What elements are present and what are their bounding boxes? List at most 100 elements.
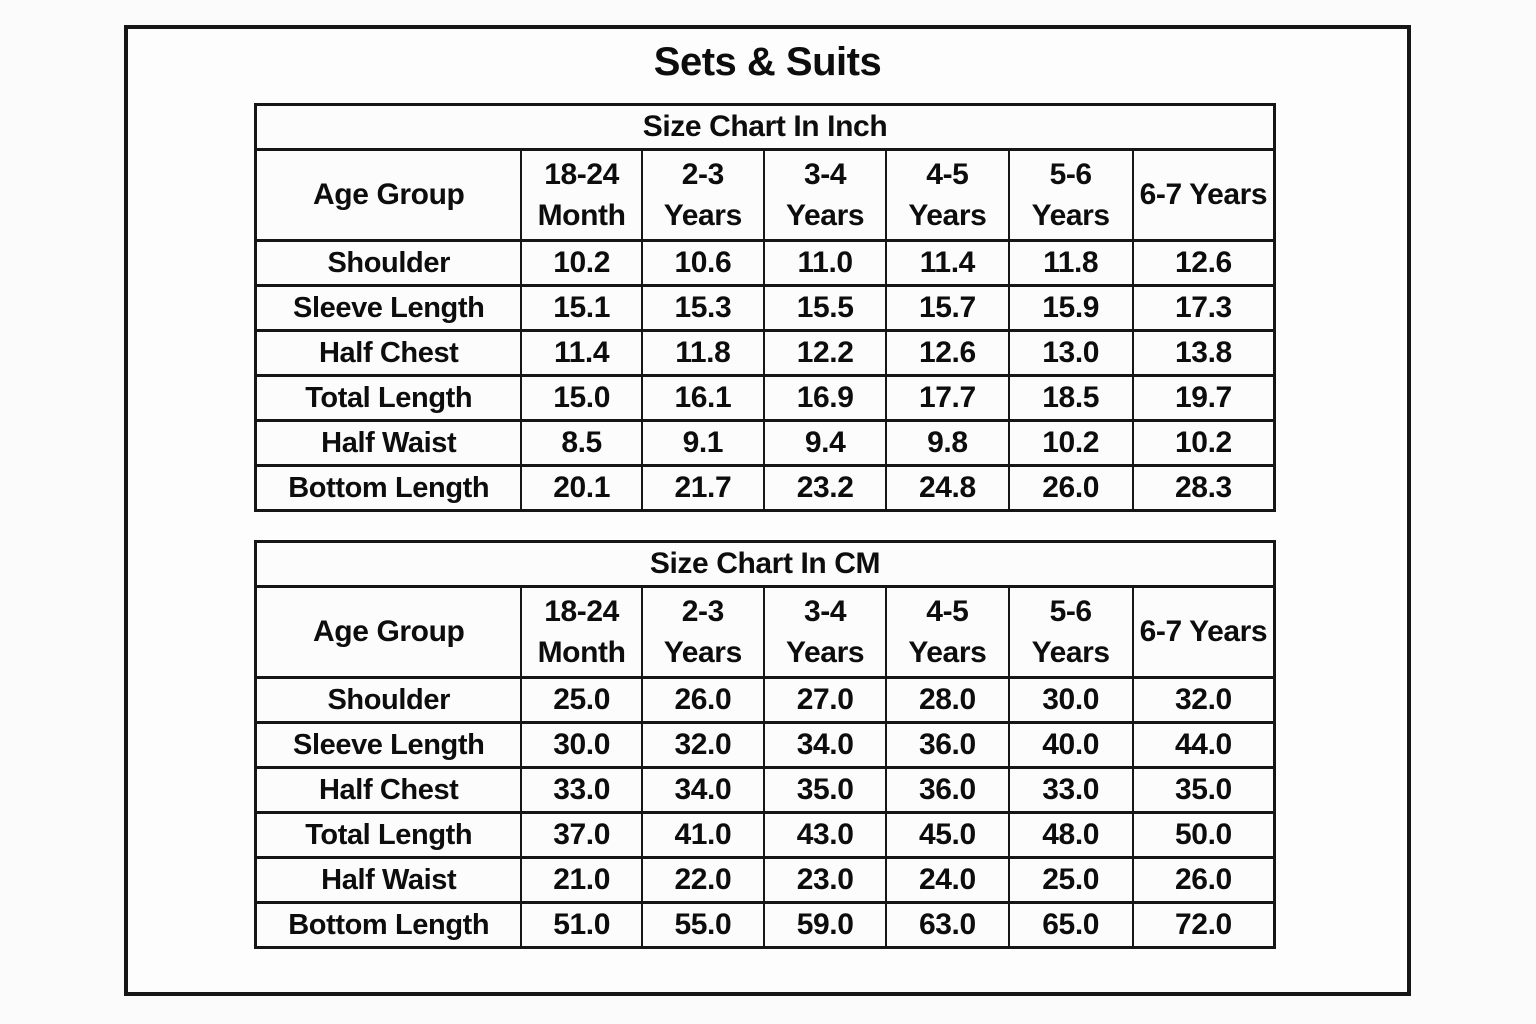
column-header: 5-6 Years — [1007, 148, 1134, 242]
table-row: Bottom Length 51.0 55.0 59.0 63.0 65.0 72.0 — [254, 901, 1276, 949]
size-value-cell: 23.2 — [762, 464, 888, 512]
size-value-cell: 28.0 — [885, 676, 1010, 724]
size-value-cell: 40.0 — [1007, 721, 1134, 769]
size-value-cell: 20.1 — [520, 464, 643, 512]
column-header: 2-3 Years — [640, 148, 765, 242]
size-value-cell: 15.0 — [520, 374, 643, 422]
column-header: 18-24 Month — [520, 148, 643, 242]
size-value-cell: 15.3 — [640, 284, 765, 332]
size-value-cell: 30.0 — [520, 721, 643, 769]
size-value-cell: 11.4 — [885, 239, 1010, 287]
size-value-cell: 48.0 — [1007, 811, 1134, 859]
table-title-row: Size Chart In Inch — [254, 103, 1276, 151]
column-header: 4-5 Years — [885, 148, 1010, 242]
size-value-cell: 50.0 — [1131, 811, 1276, 859]
table-row: Half Waist 21.0 22.0 23.0 24.0 25.0 26.0 — [254, 856, 1276, 904]
size-value-cell: 45.0 — [885, 811, 1010, 859]
table-row: Total Length 37.0 41.0 43.0 45.0 48.0 50.0 — [254, 811, 1276, 859]
size-chart-inch-table: Size Chart In Inch Age Group 18-24 Month 2-… — [254, 103, 1276, 512]
size-value-cell: 35.0 — [1131, 766, 1276, 814]
size-value-cell: 36.0 — [885, 766, 1010, 814]
row-label: Sleeve Length — [254, 721, 523, 769]
size-value-cell: 13.0 — [1007, 329, 1134, 377]
page-frame: Sets & Suits Size Chart In Inch Age Group… — [124, 25, 1411, 996]
size-value-cell: 9.4 — [762, 419, 888, 467]
table-row: Sleeve Length 30.0 32.0 34.0 36.0 40.0 44.0 — [254, 721, 1276, 769]
table-title: Size Chart In Inch — [254, 103, 1276, 151]
table-row: Sleeve Length 15.1 15.3 15.5 15.7 15.9 17.3 — [254, 284, 1276, 332]
size-value-cell: 12.2 — [762, 329, 888, 377]
size-value-cell: 24.0 — [885, 856, 1010, 904]
size-value-cell: 9.1 — [640, 419, 765, 467]
size-value-cell: 9.8 — [885, 419, 1010, 467]
size-value-cell: 11.0 — [762, 239, 888, 287]
size-value-cell: 28.3 — [1131, 464, 1276, 512]
table-row: Shoulder 10.2 10.6 11.0 11.4 11.8 12.6 — [254, 239, 1276, 287]
size-value-cell: 26.0 — [1007, 464, 1134, 512]
size-value-cell: 34.0 — [640, 766, 765, 814]
size-value-cell: 65.0 — [1007, 901, 1134, 949]
age-group-header: Age Group — [254, 148, 523, 242]
size-value-cell: 10.2 — [1007, 419, 1134, 467]
size-value-cell: 8.5 — [520, 419, 643, 467]
size-value-cell: 35.0 — [762, 766, 888, 814]
size-value-cell: 19.7 — [1131, 374, 1276, 422]
column-header-row: Age Group 18-24 Month 2-3 Years 3-4 Years 4-… — [254, 148, 1276, 242]
size-chart-cm-table: Size Chart In CM Age Group 18-24 Month 2-3 … — [254, 540, 1276, 949]
size-value-cell: 24.8 — [885, 464, 1010, 512]
size-value-cell: 41.0 — [640, 811, 765, 859]
size-value-cell: 12.6 — [885, 329, 1010, 377]
table-row: Half Waist 8.5 9.1 9.4 9.8 10.2 10.2 — [254, 419, 1276, 467]
size-value-cell: 25.0 — [1007, 856, 1134, 904]
size-value-cell: 21.0 — [520, 856, 643, 904]
size-value-cell: 22.0 — [640, 856, 765, 904]
size-value-cell: 34.0 — [762, 721, 888, 769]
size-value-cell: 32.0 — [1131, 676, 1276, 724]
size-value-cell: 15.5 — [762, 284, 888, 332]
size-value-cell: 15.1 — [520, 284, 643, 332]
size-value-cell: 16.1 — [640, 374, 765, 422]
column-header: 4-5 Years — [885, 585, 1010, 679]
size-value-cell: 13.8 — [1131, 329, 1276, 377]
column-header-row: Age Group 18-24 Month 2-3 Years 3-4 Years 4-… — [254, 585, 1276, 679]
table-row: Total Length 15.0 16.1 16.9 17.7 18.5 19.7 — [254, 374, 1276, 422]
row-label: Total Length — [254, 811, 523, 859]
size-value-cell: 63.0 — [885, 901, 1010, 949]
size-value-cell: 32.0 — [640, 721, 765, 769]
size-value-cell: 17.3 — [1131, 284, 1276, 332]
size-value-cell: 16.9 — [762, 374, 888, 422]
column-header: 18-24 Month — [520, 585, 643, 679]
size-value-cell: 44.0 — [1131, 721, 1276, 769]
column-header: 3-4 Years — [762, 148, 888, 242]
size-value-cell: 36.0 — [885, 721, 1010, 769]
size-value-cell: 25.0 — [520, 676, 643, 724]
column-header: 6-7 Years — [1131, 148, 1276, 242]
size-value-cell: 18.5 — [1007, 374, 1134, 422]
size-value-cell: 59.0 — [762, 901, 888, 949]
row-label: Bottom Length — [254, 901, 523, 949]
column-header: 5-6 Years — [1007, 585, 1134, 679]
row-label: Half Waist — [254, 419, 523, 467]
table-row: Bottom Length 20.1 21.7 23.2 24.8 26.0 28.3 — [254, 464, 1276, 512]
size-value-cell: 11.8 — [1007, 239, 1134, 287]
size-value-cell: 21.7 — [640, 464, 765, 512]
size-value-cell: 72.0 — [1131, 901, 1276, 949]
size-value-cell: 43.0 — [762, 811, 888, 859]
row-label: Half Chest — [254, 766, 523, 814]
table-row: Shoulder 25.0 26.0 27.0 28.0 30.0 32.0 — [254, 676, 1276, 724]
size-value-cell: 26.0 — [1131, 856, 1276, 904]
row-label: Shoulder — [254, 239, 523, 287]
table-title-row: Size Chart In CM — [254, 540, 1276, 588]
size-value-cell: 15.7 — [885, 284, 1010, 332]
size-value-cell: 12.6 — [1131, 239, 1276, 287]
size-value-cell: 10.6 — [640, 239, 765, 287]
table-row: Half Chest 11.4 11.8 12.2 12.6 13.0 13.8 — [254, 329, 1276, 377]
size-value-cell: 30.0 — [1007, 676, 1134, 724]
row-label: Total Length — [254, 374, 523, 422]
size-value-cell: 37.0 — [520, 811, 643, 859]
column-header: 3-4 Years — [762, 585, 888, 679]
column-header: 6-7 Years — [1131, 585, 1276, 679]
size-value-cell: 17.7 — [885, 374, 1010, 422]
row-label: Bottom Length — [254, 464, 523, 512]
size-value-cell: 55.0 — [640, 901, 765, 949]
